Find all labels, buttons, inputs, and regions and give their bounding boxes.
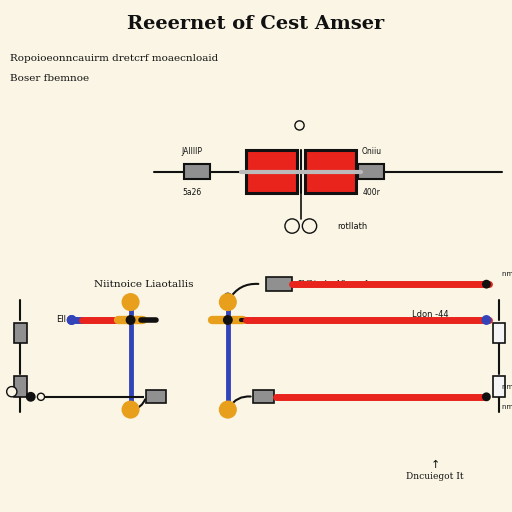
Circle shape [220,401,236,418]
Text: nm  sc: nm sc [502,383,512,390]
Circle shape [295,121,304,130]
Bar [266,277,292,291]
Bar [184,164,210,179]
Text: Ell: Ell [56,315,67,325]
Text: JAIIIIP: JAIIIIP [181,146,203,156]
Bar [305,150,356,193]
Text: BGtuiodfrend: BGtuiodfrend [297,280,369,289]
Circle shape [37,393,45,400]
Circle shape [220,294,236,310]
Circle shape [482,316,490,324]
Circle shape [27,393,35,401]
Bar [14,376,27,397]
Circle shape [483,393,490,400]
Text: Dncuiegot It: Dncuiegot It [407,472,464,481]
Circle shape [224,293,231,301]
Text: Niitnoice Liaotallis: Niitnoice Liaotallis [94,280,193,289]
Text: 5a26: 5a26 [182,187,202,197]
Text: Ldon -44: Ldon -44 [412,310,449,319]
Text: rotllath: rotllath [337,222,368,230]
Bar [358,164,384,179]
Bar [146,390,166,403]
Circle shape [285,219,299,233]
Bar [493,376,505,397]
Circle shape [122,401,139,418]
Bar [246,150,297,193]
Text: Boser fbemnoe: Boser fbemnoe [10,74,90,83]
Text: nm  sc: nm sc [502,404,512,410]
Circle shape [68,316,76,324]
Circle shape [483,281,490,288]
Text: Oniiu: Oniiu [361,146,381,156]
Text: 400r: 400r [362,187,380,197]
Bar [14,323,27,343]
Text: ↑: ↑ [431,460,440,471]
Text: Ropoioeonncauirm dretcrf moaecnloaid: Ropoioeonncauirm dretcrf moaecnloaid [10,54,219,63]
Circle shape [7,387,17,397]
Bar [253,390,274,403]
Circle shape [68,316,76,324]
Text: nm  sc: nm sc [502,271,512,277]
Text: Reeernet of Cest Amser: Reeernet of Cest Amser [127,15,385,33]
Circle shape [126,316,135,324]
Bar [493,323,505,343]
Circle shape [224,316,232,324]
Circle shape [122,294,139,310]
Circle shape [302,219,316,233]
